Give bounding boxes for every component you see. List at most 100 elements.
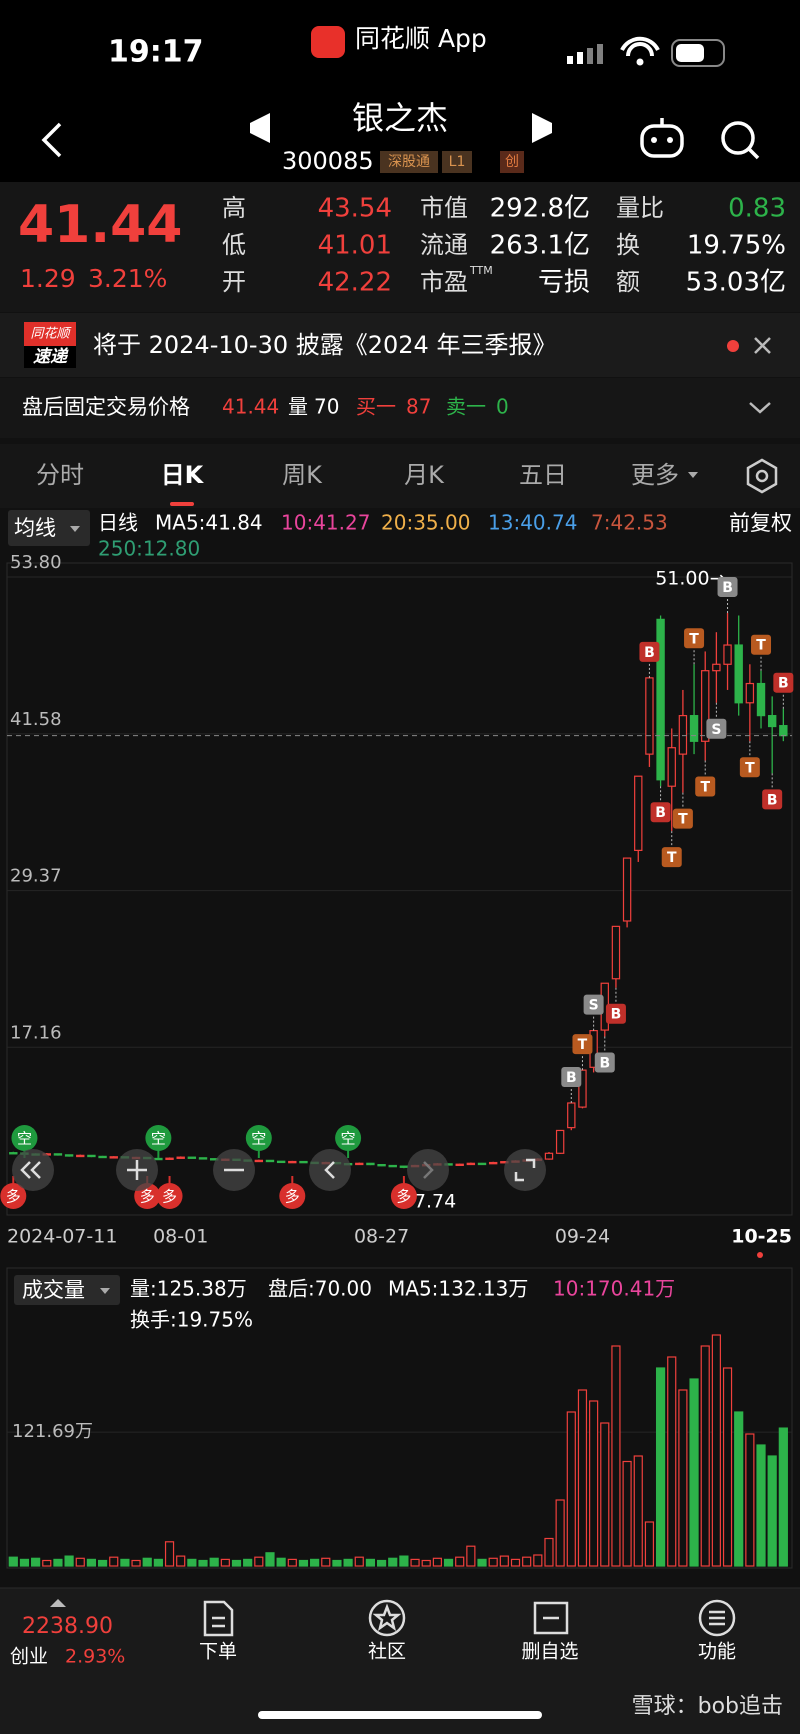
candle-body bbox=[265, 1159, 275, 1163]
volume-bar bbox=[589, 1400, 599, 1567]
ma-legend: 7:42.53 bbox=[591, 511, 668, 535]
y-tick-label: 17.16 bbox=[10, 1022, 62, 1043]
tab[interactable]: 更多 bbox=[631, 461, 679, 489]
volume-bar bbox=[109, 1556, 119, 1567]
volume-bar bbox=[8, 1556, 18, 1567]
high-label: 51.00→ bbox=[655, 567, 725, 589]
bid-label: 买一 bbox=[356, 395, 396, 419]
volume-bar bbox=[745, 1433, 755, 1567]
field-label: 低 bbox=[222, 231, 246, 259]
candle-body bbox=[288, 1160, 297, 1164]
volume-bar bbox=[443, 1558, 454, 1567]
index-name: 创业 bbox=[10, 1646, 48, 1668]
selector-caret bbox=[100, 1288, 110, 1294]
trade-marker-text: T bbox=[678, 812, 688, 828]
tag-bg bbox=[500, 151, 524, 173]
ask-value: 0 bbox=[496, 395, 509, 419]
settings-icon[interactable] bbox=[746, 458, 778, 494]
candle-body bbox=[87, 1154, 96, 1158]
next-stock[interactable] bbox=[532, 113, 552, 143]
trade-marker-text: B bbox=[778, 676, 789, 692]
candle-body bbox=[767, 715, 777, 728]
candle-body bbox=[567, 1102, 576, 1129]
latest-dot bbox=[757, 1252, 763, 1258]
nav-item[interactable]: 功能 bbox=[698, 1641, 736, 1663]
badge-bottom-bg bbox=[24, 346, 76, 368]
candle-body bbox=[544, 1152, 554, 1160]
ma-legend: 13:40.74 bbox=[488, 511, 577, 535]
scroll-left[interactable] bbox=[309, 1149, 351, 1191]
nav-item[interactable]: 社区 bbox=[368, 1641, 406, 1663]
candle-body bbox=[678, 715, 688, 755]
scroll-right[interactable] bbox=[407, 1149, 449, 1191]
volume-bar bbox=[399, 1555, 409, 1567]
search-icon[interactable] bbox=[721, 121, 760, 160]
tab[interactable]: 日K bbox=[161, 461, 205, 489]
ma-legend: 20:35.00 bbox=[381, 511, 470, 535]
tab[interactable]: 月K bbox=[404, 461, 445, 489]
volume-bar bbox=[499, 1555, 509, 1567]
bid-value: 87 bbox=[406, 395, 431, 419]
field-label: 流通 bbox=[420, 231, 468, 259]
candle-body bbox=[9, 1152, 18, 1155]
after-hours-volume: 70 bbox=[314, 395, 339, 419]
trade-marker bbox=[605, 1003, 626, 1024]
fullscreen[interactable] bbox=[504, 1149, 546, 1191]
selector-bg[interactable] bbox=[8, 510, 90, 546]
candle-body bbox=[477, 1162, 487, 1166]
trend-marker bbox=[245, 1125, 272, 1151]
field-value: 292.8亿 bbox=[490, 194, 590, 224]
candle-body bbox=[611, 925, 621, 980]
back-button[interactable] bbox=[41, 122, 62, 158]
indicator-selector[interactable]: 成交量 bbox=[22, 1278, 85, 1302]
volume-bar bbox=[31, 1557, 41, 1567]
trade-marker bbox=[706, 718, 727, 739]
volume-bar bbox=[533, 1554, 543, 1567]
expand-button[interactable] bbox=[749, 402, 771, 414]
trade-marker-text: T bbox=[756, 638, 766, 654]
volume-legend: 量:125.38万 bbox=[130, 1277, 247, 1301]
last-price: 41.44 bbox=[18, 195, 182, 255]
volume-bar bbox=[722, 1367, 733, 1567]
volume-bar bbox=[254, 1556, 264, 1567]
indicator-selector[interactable]: 均线 bbox=[14, 516, 56, 540]
trade-marker-text: T bbox=[578, 1037, 588, 1053]
candle-body bbox=[109, 1156, 118, 1159]
field-label: 量比 bbox=[616, 194, 664, 222]
volume-bar bbox=[265, 1552, 275, 1567]
candle-body bbox=[254, 1159, 264, 1163]
trade-marker bbox=[561, 1066, 582, 1087]
tab[interactable]: 五日 bbox=[519, 461, 567, 489]
tab[interactable]: 分时 bbox=[36, 461, 84, 489]
adjust-label[interactable]: 前复权 bbox=[729, 511, 792, 535]
x-tick-label: 08-01 bbox=[153, 1226, 208, 1248]
nav-item[interactable]: 删自选 bbox=[521, 1641, 578, 1663]
nav-item[interactable]: 下单 bbox=[199, 1641, 237, 1663]
trend-marker bbox=[156, 1183, 183, 1209]
trade-marker bbox=[739, 757, 760, 778]
tabs: 分时 日K 周K 月K 五日 更多 bbox=[36, 461, 698, 506]
robot-icon[interactable] bbox=[640, 118, 684, 158]
volume-panel bbox=[6, 1267, 793, 1569]
period-label: 日线 bbox=[98, 511, 138, 535]
selector-bg[interactable] bbox=[14, 1275, 120, 1305]
notice-text[interactable]: 将于 2024-10-30 披露《2024 年三季报》 bbox=[93, 331, 556, 359]
close-notice[interactable] bbox=[754, 337, 771, 354]
trade-marker bbox=[650, 802, 671, 823]
candle-body bbox=[187, 1156, 197, 1159]
field-value: 42.22 bbox=[318, 268, 392, 298]
field-label: 市值 bbox=[420, 194, 468, 222]
candle-body bbox=[779, 725, 788, 737]
candle-body bbox=[388, 1164, 397, 1168]
prev-stock[interactable] bbox=[250, 113, 270, 143]
price-change-pct: 3.21% bbox=[88, 264, 167, 293]
nav-icons bbox=[203, 1599, 736, 1637]
candle-body bbox=[53, 1153, 63, 1156]
tab[interactable]: 周K bbox=[282, 461, 323, 489]
trade-marker-text: T bbox=[700, 780, 710, 796]
home-indicator bbox=[258, 1711, 542, 1719]
volume-bar bbox=[365, 1558, 376, 1567]
trade-marker bbox=[583, 994, 604, 1015]
stock-name: 银之杰 bbox=[352, 99, 448, 137]
